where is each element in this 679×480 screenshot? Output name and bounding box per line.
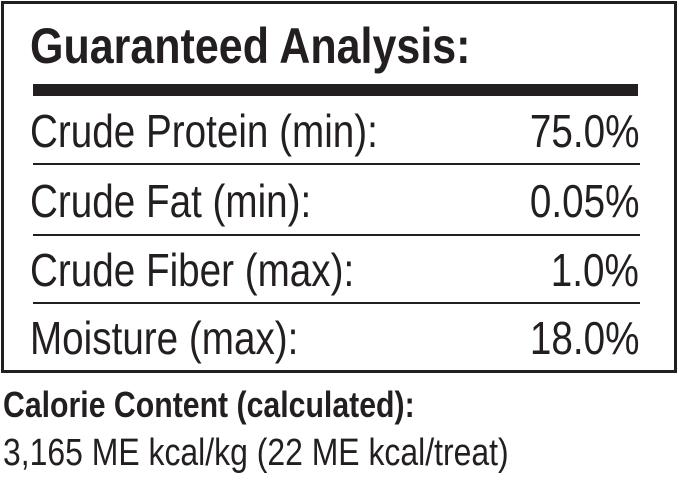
analysis-box (1, 1, 677, 373)
row-divider (33, 302, 640, 304)
row-label: Moisture (max): (30, 312, 299, 364)
analysis-row: Crude Protein (min): 75.0% (0, 103, 679, 163)
row-value: 0.05% (529, 175, 639, 227)
row-divider (33, 234, 640, 236)
row-divider (33, 163, 640, 165)
row-value: 75.0% (529, 105, 639, 157)
row-label: Crude Protein (min): (30, 105, 378, 157)
row-value: 18.0% (529, 312, 639, 364)
analysis-row: Crude Fiber (max): 1.0% (0, 242, 679, 302)
calorie-value: 3,165 ME kcal/kg (22 ME kcal/treat) (3, 432, 509, 474)
analysis-row: Crude Fat (min): 0.05% (0, 173, 679, 233)
row-label: Crude Fat (min): (30, 175, 312, 227)
row-value: 1.0% (550, 244, 639, 296)
analysis-row: Moisture (max): 18.0% (0, 310, 679, 370)
row-label: Crude Fiber (max): (30, 244, 355, 296)
calorie-heading: Calorie Content (calculated): (3, 384, 415, 425)
title-divider-bar (33, 84, 638, 96)
analysis-title: Guaranteed Analysis: (30, 18, 471, 74)
